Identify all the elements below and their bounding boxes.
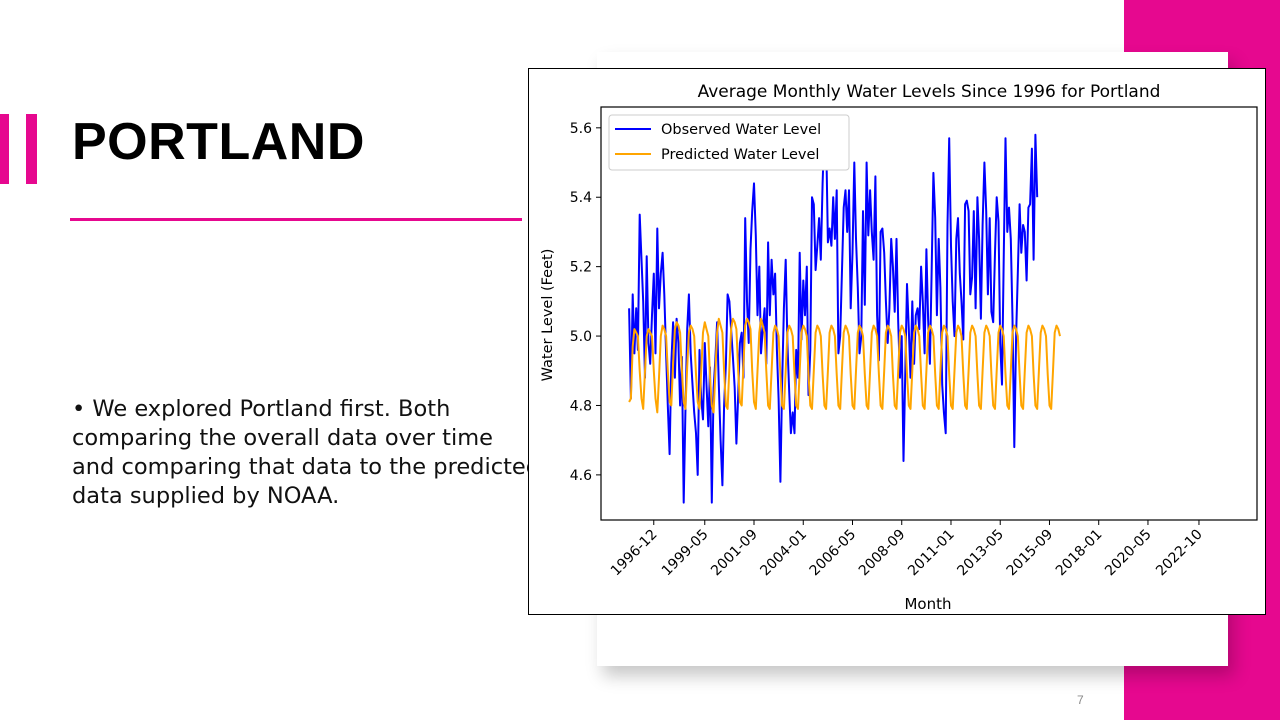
x-tick-label: 2013-05 <box>954 527 1007 580</box>
water-level-chart: Average Monthly Water Levels Since 1996 … <box>540 82 1258 613</box>
y-tick-label: 5.4 <box>570 190 592 206</box>
title-accent-bar-left <box>0 114 9 184</box>
y-tick-label: 4.8 <box>570 398 592 414</box>
y-tick-label: 4.6 <box>570 468 592 484</box>
chart-image: Average Monthly Water Levels Since 1996 … <box>528 68 1266 615</box>
x-tick-label: 2022-10 <box>1153 527 1206 580</box>
x-tick-label: 1996-12 <box>608 527 661 580</box>
slide-title: PORTLAND <box>72 113 365 171</box>
title-underline <box>70 218 522 221</box>
observed-series-line <box>628 126 1039 504</box>
chart-title: Average Monthly Water Levels Since 1996 … <box>698 82 1161 102</box>
plot-axes-box <box>600 106 1258 521</box>
y-tick-label: 5.0 <box>570 329 592 345</box>
bullet-text: • We explored Portland first. Both compa… <box>72 396 541 509</box>
y-axis-ticks: 4.6 4.8 5.0 5.2 5.4 5.6 <box>570 121 601 484</box>
legend-label-predicted: Predicted Water Level <box>661 147 819 163</box>
x-axis-ticks: 1996-121999-052001-092004-012006-052008-… <box>608 520 1206 579</box>
x-tick-label: 2001-09 <box>708 527 761 580</box>
x-tick-label: 2004-01 <box>757 527 810 580</box>
legend-label-observed: Observed Water Level <box>661 122 821 138</box>
chart-legend: Observed Water Level Predicted Water Lev… <box>608 114 850 171</box>
x-tick-label: 1999-05 <box>659 527 712 580</box>
x-tick-label: 2020-05 <box>1102 527 1155 580</box>
x-tick-label: 2018-01 <box>1053 527 1106 580</box>
title-accent-bar-right <box>26 114 37 184</box>
plot-lines <box>628 126 1061 504</box>
x-tick-label: 2008-09 <box>856 527 909 580</box>
page-number: 7 <box>1077 693 1084 707</box>
predicted-series-line <box>628 317 1061 414</box>
x-tick-label: 2011-01 <box>905 527 958 580</box>
y-tick-label: 5.2 <box>570 260 592 276</box>
y-tick-label: 5.6 <box>570 121 592 137</box>
x-tick-label: 2015-09 <box>1004 527 1057 580</box>
x-tick-label: 2006-05 <box>807 527 860 580</box>
y-axis-label: Water Level (Feet) <box>540 249 556 382</box>
legend-box <box>608 114 850 171</box>
x-axis-label: Month <box>904 595 951 613</box>
